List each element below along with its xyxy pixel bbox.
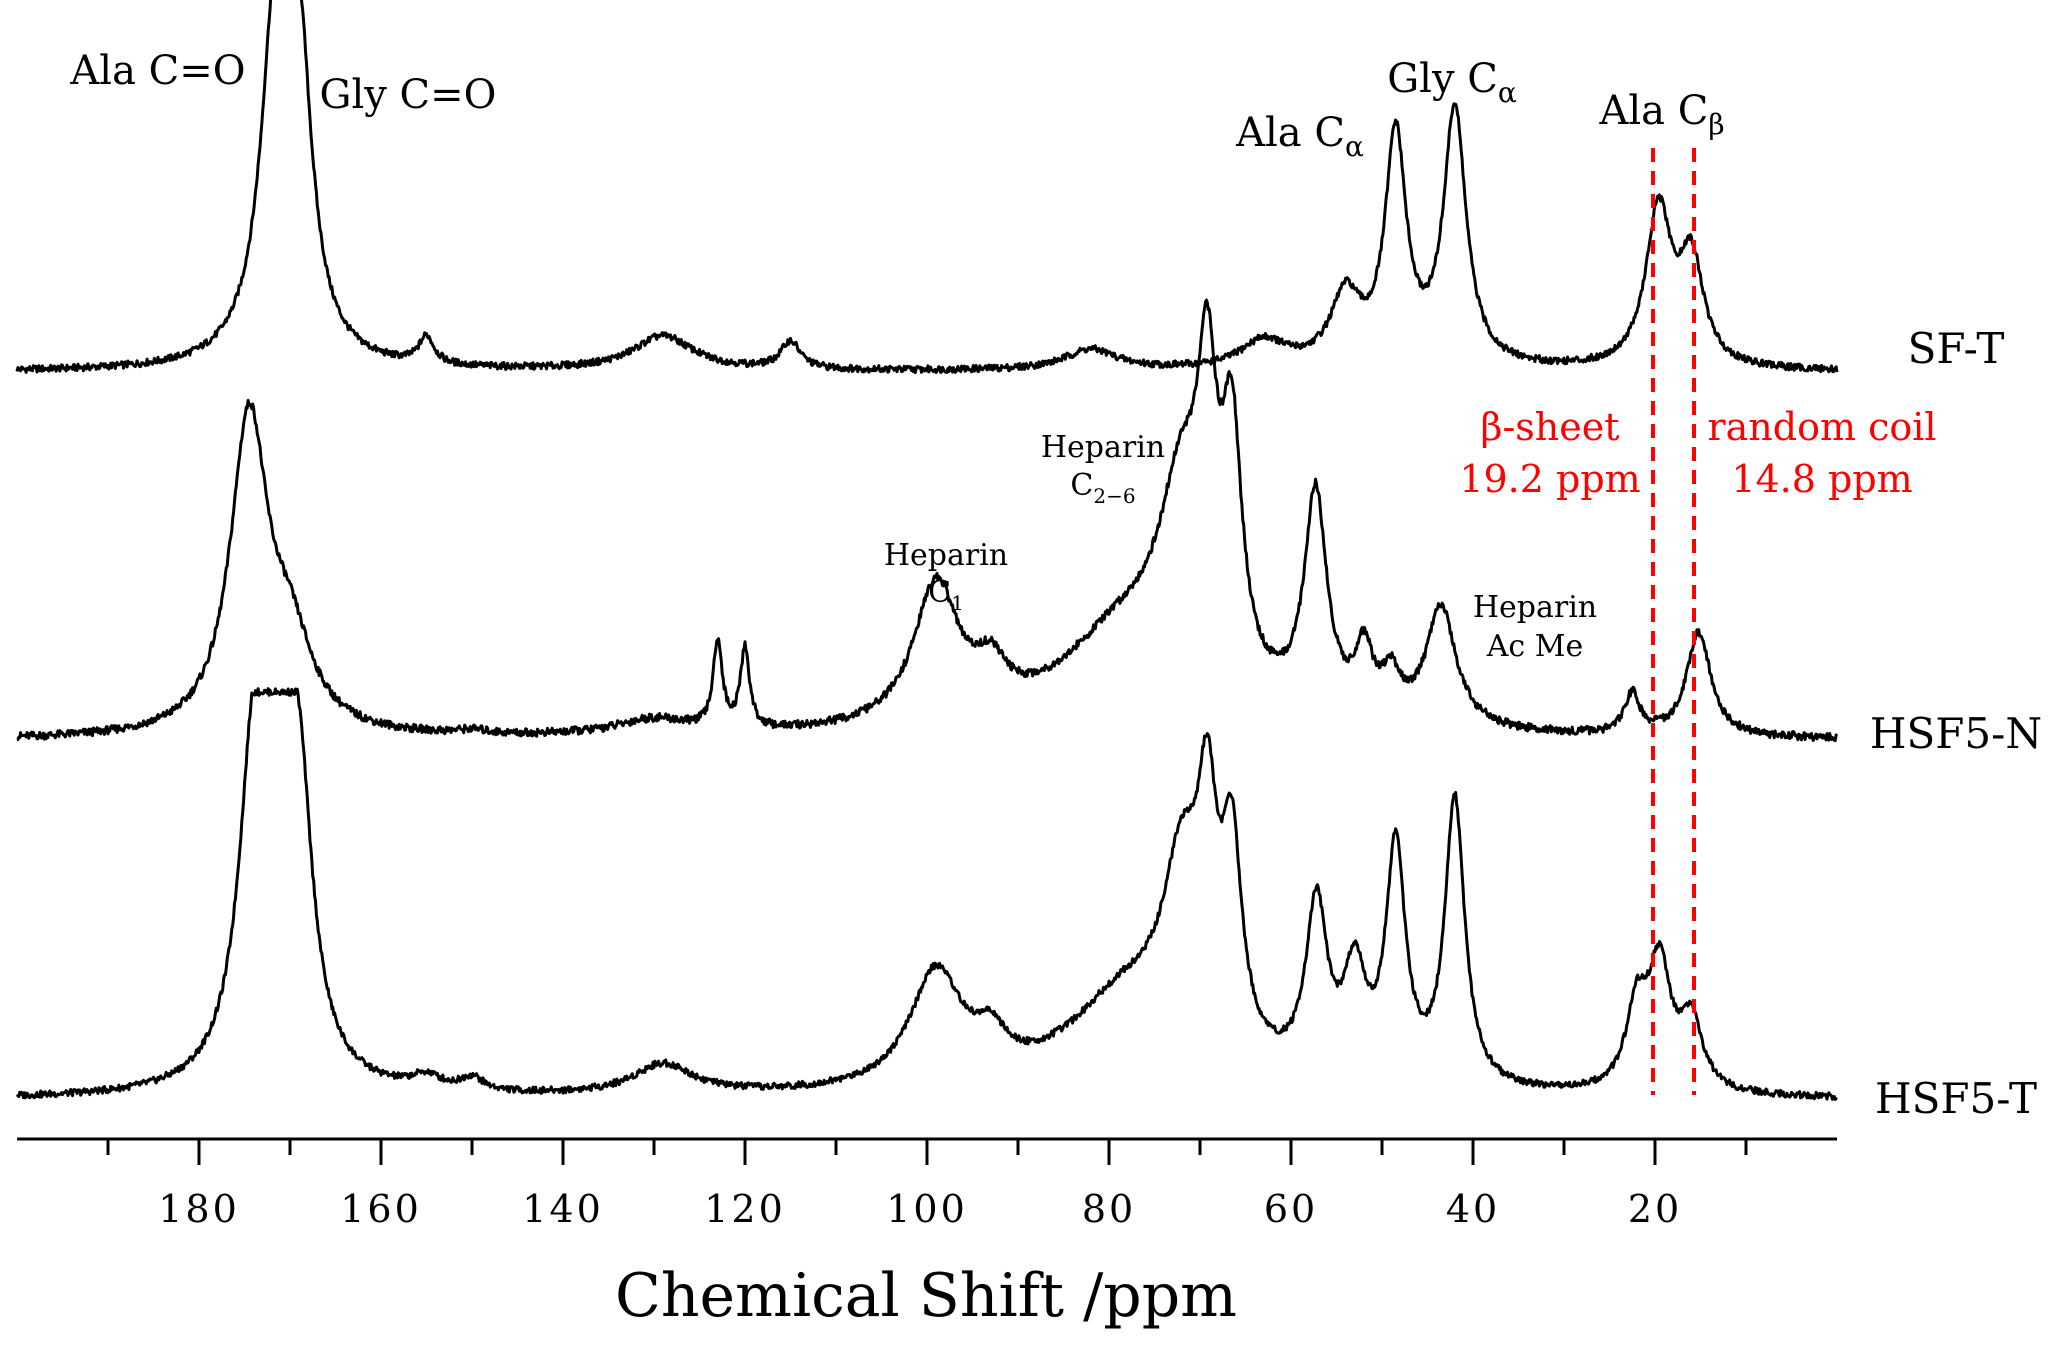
x-axis-ticks: 180 160 140 120 100 80 60 40 20 <box>106 1139 1748 1231</box>
x-tick-label-60: 60 <box>1264 1187 1318 1231</box>
annotation-heparin-acme-label: Ac Me <box>1486 629 1583 664</box>
x-tick-label-120: 120 <box>704 1187 786 1231</box>
annotation-heparin-c1-label: C1 <box>928 575 964 615</box>
x-tick-label-160: 160 <box>340 1187 422 1231</box>
spectrum-sf-t <box>15 0 1839 375</box>
annotation-ala-cb: Ala Cβ <box>1598 88 1724 141</box>
series-label-sf-t: SF-T <box>1908 324 2005 373</box>
spectrum-hsf5-t <box>15 687 1838 1101</box>
x-axis: 180 160 140 120 100 80 60 40 20 Chemical Shift /… <box>17 1137 1837 1331</box>
x-tick-label-180: 180 <box>158 1187 240 1231</box>
x-tick-label-40: 40 <box>1446 1187 1500 1231</box>
ref-value-random-coil: 14.8 ppm <box>1731 457 1912 501</box>
x-tick-label-20: 20 <box>1628 1187 1682 1231</box>
spectrum-hsf5-n <box>16 298 1839 743</box>
series-labels: SF-T HSF5-N HSF5-T <box>1870 324 2042 1123</box>
series-label-hsf5-t: HSF5-T <box>1875 1074 2037 1123</box>
x-tick-label-140: 140 <box>522 1187 604 1231</box>
peak-annotations: Ala C=O Gly C=O Ala Cα Gly Cα Ala Cβ Hep… <box>69 48 1724 664</box>
annotation-gly-co: Gly C=O <box>320 72 497 118</box>
x-tick-label-100: 100 <box>886 1187 968 1231</box>
annotation-heparin-c2-6-label: C2−6 <box>1070 468 1135 508</box>
annotation-heparin-c2-6-title: Heparin <box>1041 430 1165 465</box>
reference-labels: β-sheet 19.2 ppm random coil 14.8 ppm <box>1459 405 1936 501</box>
x-tick-label-80: 80 <box>1082 1187 1136 1231</box>
series-label-hsf5-n: HSF5-N <box>1870 709 2042 758</box>
annotation-ala-co: Ala C=O <box>69 48 245 94</box>
ref-label-beta-sheet: β-sheet <box>1480 405 1619 449</box>
ref-label-random-coil: random coil <box>1707 405 1936 449</box>
annotation-ala-ca: Ala Cα <box>1235 110 1364 163</box>
reference-lines <box>1651 148 1696 1095</box>
spectrum-traces <box>15 0 1839 1101</box>
ref-value-beta-sheet: 19.2 ppm <box>1459 457 1640 501</box>
x-axis-title: Chemical Shift /ppm <box>615 1261 1237 1331</box>
annotation-heparin-c1-title: Heparin <box>884 538 1008 573</box>
annotation-gly-ca: Gly Cα <box>1387 56 1517 109</box>
annotation-heparin-acme-title: Heparin <box>1473 590 1597 625</box>
